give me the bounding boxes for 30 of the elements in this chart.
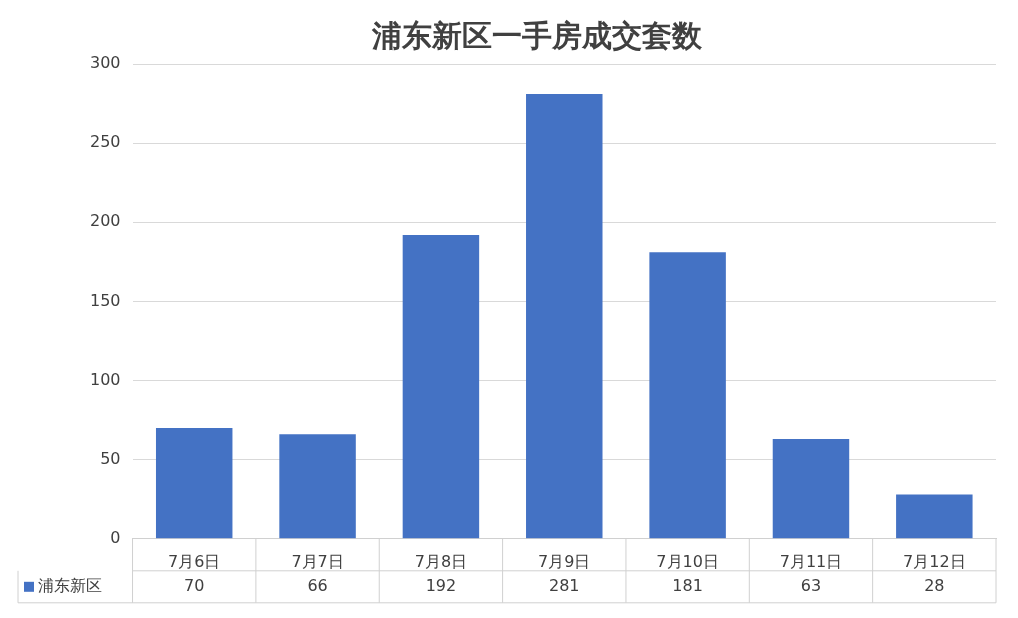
- y-tick-label: 0: [110, 527, 121, 547]
- data-label: 63: [800, 575, 822, 595]
- bar: [649, 252, 726, 539]
- y-tick-label: 300: [89, 53, 121, 73]
- x-tick-label: 7月7日: [291, 551, 344, 571]
- x-tick-label: 7月10日: [656, 551, 719, 571]
- bar: [772, 439, 850, 539]
- x-tick-label: 7月6日: [168, 551, 221, 571]
- bar: [896, 494, 973, 539]
- bar: [279, 434, 356, 539]
- legend-label: 浦东新区: [38, 575, 102, 595]
- x-tick-label: 7月9日: [538, 551, 591, 571]
- y-tick-label: 250: [89, 132, 121, 152]
- bar: [155, 428, 233, 539]
- data-label: 281: [549, 575, 580, 595]
- data-label: 192: [425, 575, 457, 595]
- y-tick-label: 100: [89, 369, 121, 389]
- x-tick-label: 7月11日: [779, 551, 843, 571]
- x-tick-label: 7月8日: [414, 551, 468, 571]
- chart-title: 浦东新区一手房成交套数: [371, 17, 703, 53]
- x-tick-label: 7月12日: [903, 551, 966, 571]
- data-label: 28: [924, 575, 945, 595]
- data-label: 66: [307, 575, 328, 595]
- data-label: 181: [672, 575, 703, 595]
- bar: [526, 94, 603, 539]
- y-tick-label: 50: [100, 448, 121, 468]
- y-tick-label: 150: [89, 290, 121, 310]
- y-tick-label: 200: [89, 211, 121, 231]
- bar: [402, 234, 480, 539]
- data-label: 70: [184, 575, 205, 595]
